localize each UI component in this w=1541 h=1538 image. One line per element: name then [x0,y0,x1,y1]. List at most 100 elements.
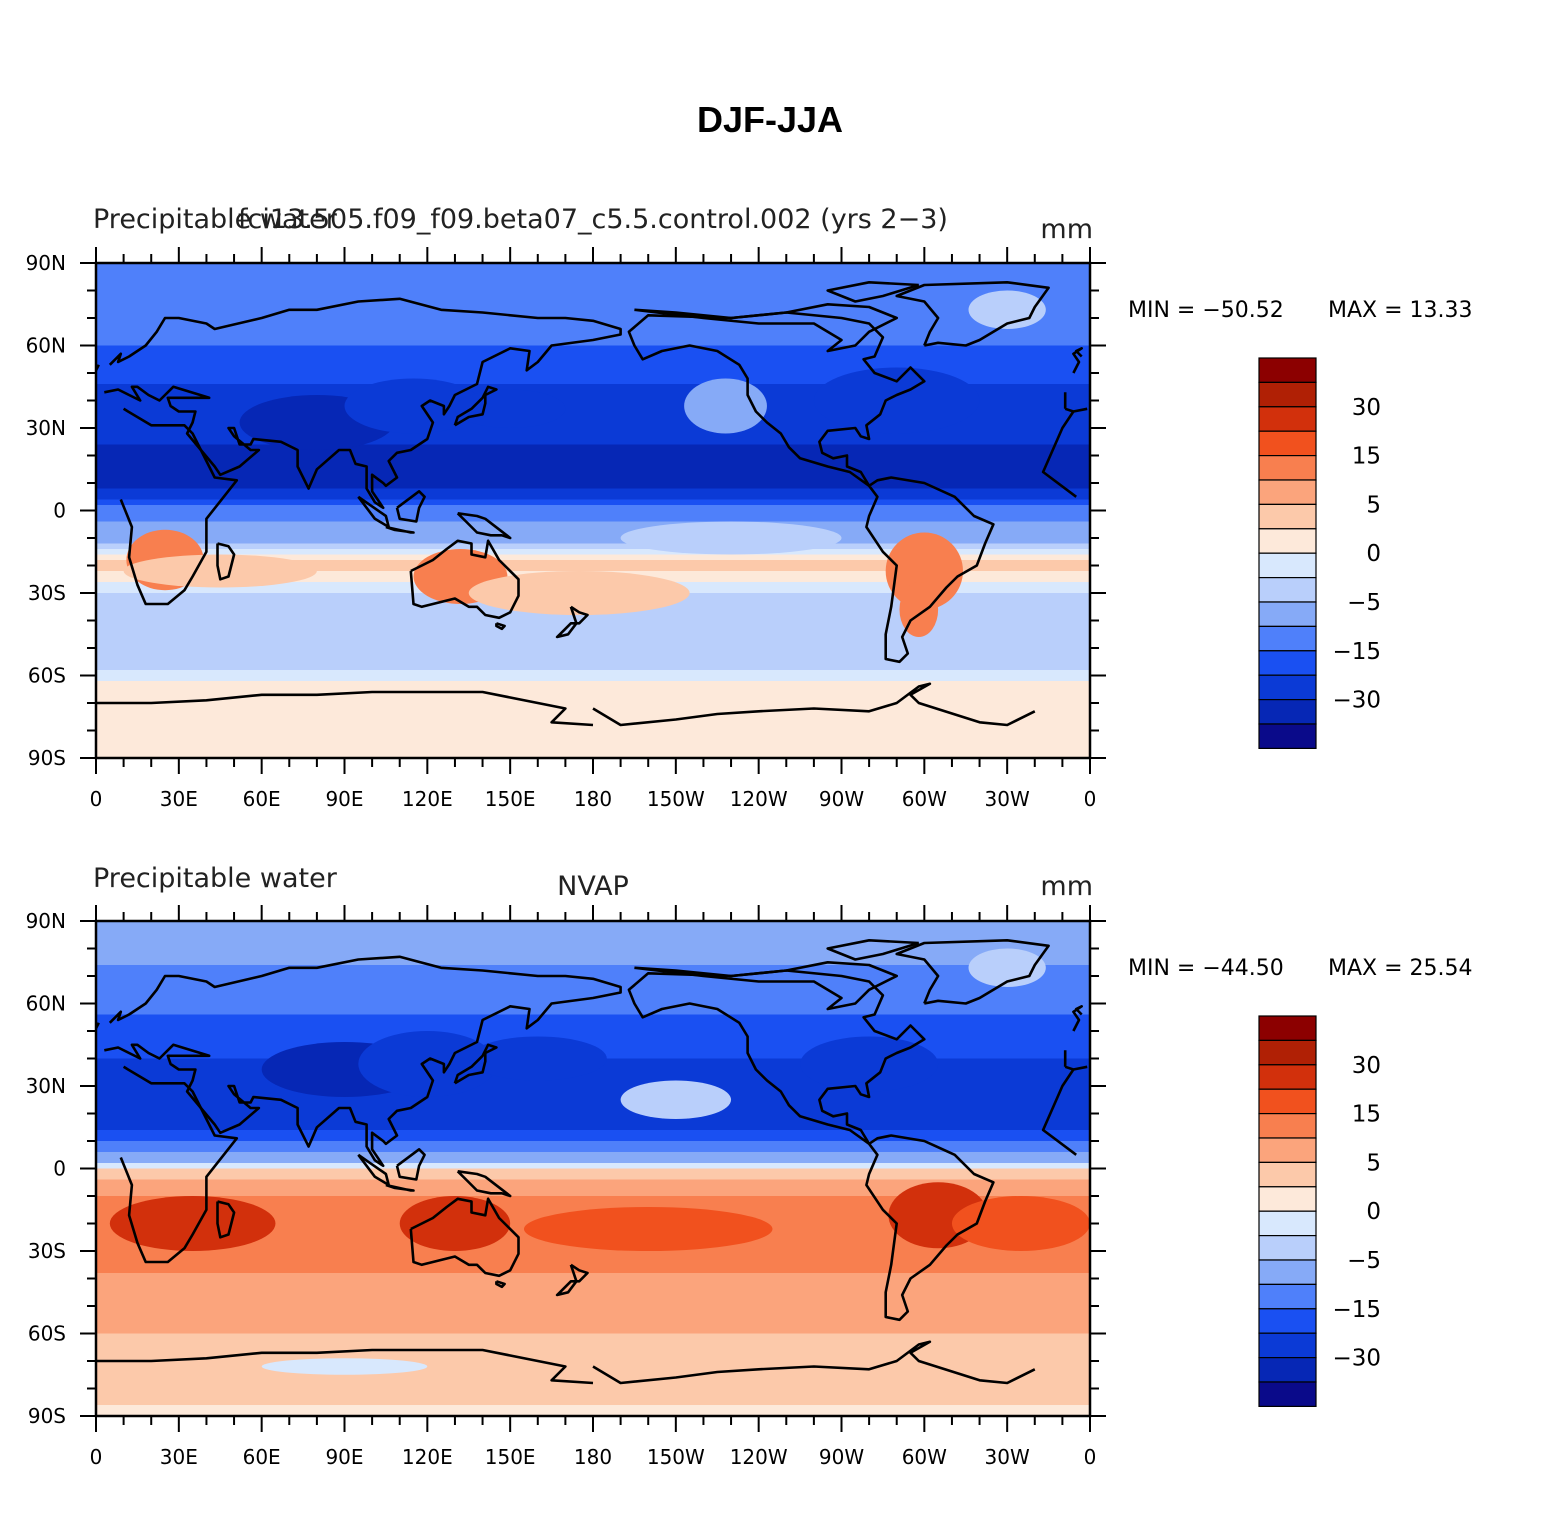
contour-band [96,725,1090,732]
coastline [104,297,1088,510]
anomaly-patch [620,1080,732,1119]
contour-band [96,1399,1090,1406]
colorbar-label: −5 [1347,1248,1381,1274]
contour-band [96,1069,1090,1076]
contour-band [96,532,1090,539]
contour-band [96,461,1090,468]
contour-band [96,943,1090,950]
contour-band [96,527,1090,534]
contour-band [96,1306,1090,1313]
anomaly-patch [468,571,690,615]
coastline [865,476,995,664]
colorbar-swatch [1258,1283,1317,1310]
colorbar-swatch [1258,1015,1317,1041]
contour-band [96,642,1090,649]
contour-band [96,697,1090,704]
y-tick-label: 60S [28,1322,66,1346]
contour-band [96,395,1090,402]
panel-top-contour-bands [96,263,1090,758]
anomaly-patch [523,1207,773,1251]
contour-band [96,1256,1090,1263]
contour-band [96,444,1090,451]
contour-band [96,1405,1090,1412]
contour-band [96,543,1090,550]
contour-band [96,483,1090,490]
colorbar-swatch [1258,503,1317,530]
contour-band [96,505,1090,512]
colorbar-label: −5 [1347,590,1381,616]
colorbar-swatch [1258,1064,1317,1090]
y-tick-label: 90S [28,1404,66,1428]
colorbar-swatch [1258,1308,1317,1334]
coastline [865,1134,995,1322]
contour-band [96,932,1090,939]
contour-band [96,1394,1090,1401]
contour-band [96,351,1090,358]
contour-band [96,1300,1090,1307]
anomaly-patch [261,1358,428,1375]
contour-band [96,921,1090,928]
contour-band [96,1339,1090,1346]
contour-band [96,1108,1090,1115]
panel-top-min: MIN = −50.52 [1128,298,1284,323]
colorbar-swatch [1258,406,1317,432]
contour-band [96,554,1090,561]
contour-band [96,549,1090,556]
x-tick-label: 30W [985,1445,1030,1469]
anomaly-patch [951,1196,1090,1251]
contour-band [96,1174,1090,1181]
x-tick-label: 120E [402,1445,453,1469]
colorbar-label: 30 [1352,395,1381,421]
coastline [216,542,236,581]
contour-band [96,714,1090,721]
contour-band [96,422,1090,429]
x-tick-label: 0 [90,787,103,811]
panel-top-center-title: fci13.505.f09_f09.beta07_c5.5.control.00… [238,204,948,235]
coastline [555,1263,589,1297]
coastline [453,385,498,427]
x-tick-label: 30E [160,1445,198,1469]
contour-band [96,1372,1090,1379]
contour-band [96,307,1090,314]
coastline [826,281,920,303]
colorbar-swatch [1258,601,1317,627]
colorbar-swatch [1258,1356,1317,1383]
x-tick-label: 0 [1084,1445,1097,1469]
contour-band [96,356,1090,363]
coastline [453,1043,498,1085]
x-tick-label: 0 [1084,787,1097,811]
x-tick-label: 60W [902,787,947,811]
contour-band [96,433,1090,440]
contour-band [96,1075,1090,1082]
contour-band [96,1333,1090,1340]
panel-bottom-map [96,921,1090,1416]
contour-band [96,1113,1090,1120]
colorbar-swatch [1258,479,1317,505]
x-tick-label: 120W [730,1445,788,1469]
contour-band [96,1179,1090,1186]
colorbar-label: 0 [1366,541,1381,567]
colorbar-label: −15 [1332,1297,1381,1323]
contour-band [96,719,1090,726]
colorbar-swatch [1258,1137,1317,1163]
colorbar-swatch [1258,1161,1317,1188]
colorbar-swatch [1258,430,1317,457]
panel-top-coastlines [96,281,1088,727]
x-tick-label: 150E [485,787,536,811]
coastline [456,1170,512,1198]
contour-band [96,1322,1090,1329]
coastline [409,1197,520,1278]
contour-band [96,290,1090,297]
contour-band [96,741,1090,748]
contour-band [96,1328,1090,1335]
colorbar-swatch [1258,1234,1317,1261]
contour-band [96,992,1090,999]
colorbar-label: 5 [1366,492,1381,518]
panel-bottom-colorbar: 30 15 5 0 −5 −15 −30 [1258,1015,1381,1407]
contour-band [96,1251,1090,1258]
coastline [456,512,512,540]
contour-band [96,1267,1090,1274]
colorbar-swatch [1258,1259,1317,1285]
contour-band [96,664,1090,671]
anomaly-patch [399,1196,511,1251]
